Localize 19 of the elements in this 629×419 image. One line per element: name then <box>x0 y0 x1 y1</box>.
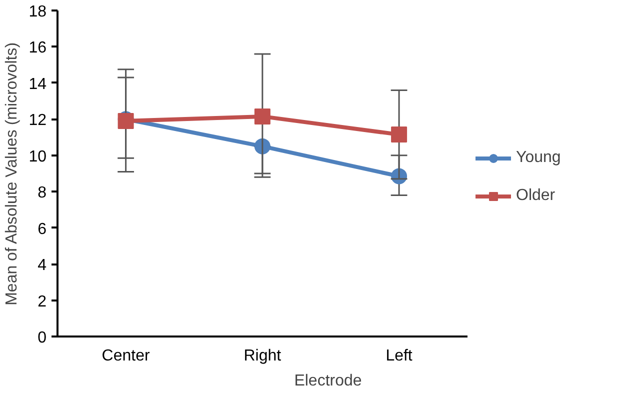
y-tick-label: 4 <box>38 257 47 274</box>
legend-label: Older <box>516 187 556 205</box>
y-tick-label: 8 <box>38 184 47 202</box>
x-tick-label: Center <box>102 348 150 364</box>
y-tick-label: 14 <box>28 76 47 93</box>
y-tick-label: 10 <box>28 148 47 166</box>
x-tick-label: Right <box>244 348 282 364</box>
y-tick-label: 6 <box>38 220 47 238</box>
y-axis-title: Mean of Absolute Values (microvolts) <box>4 42 21 306</box>
y-tick-label: 16 <box>28 40 47 57</box>
y-tick-label: 18 <box>28 4 47 20</box>
x-tick-label: Left <box>386 348 413 364</box>
point <box>254 108 270 124</box>
legend-label: Young <box>516 149 561 167</box>
x-axis-title: Electrode <box>294 372 362 390</box>
y-tick-label: 2 <box>38 293 47 310</box>
y-tick-label: 0 <box>38 330 47 346</box>
y-tick-label: 12 <box>28 112 47 130</box>
point <box>391 126 408 143</box>
